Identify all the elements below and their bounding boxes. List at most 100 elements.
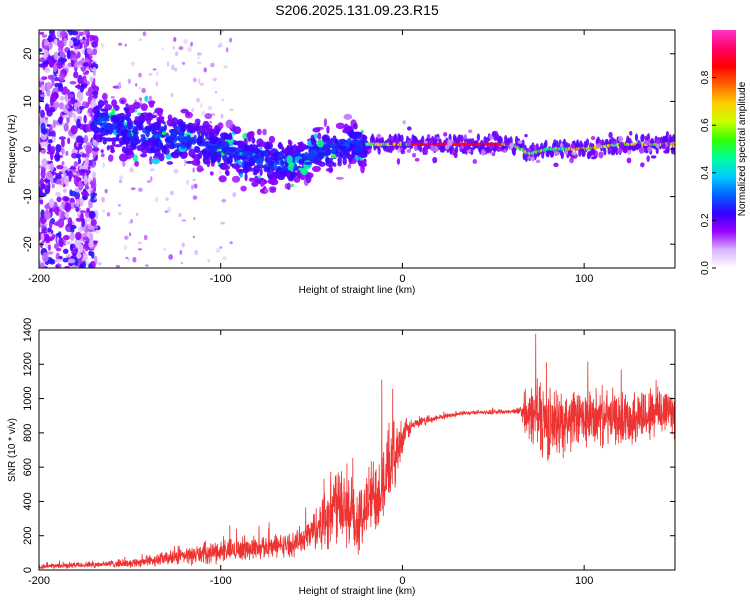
spectral-blob: [57, 218, 65, 229]
spectral-blob: [58, 237, 64, 248]
spectral-blob: [353, 140, 362, 145]
spectral-blob: [222, 256, 227, 261]
spectral-blob: [617, 136, 624, 143]
spectral-blob: [178, 46, 184, 51]
spectral-blob: [192, 167, 195, 173]
spectral-blob: [140, 103, 148, 112]
spectral-blob: [111, 99, 118, 107]
spectral-blob: [259, 146, 263, 150]
spectral-blob: [56, 164, 64, 170]
spectral-blob: [55, 179, 62, 185]
spectral-blob: [244, 172, 248, 182]
spectral-blob: [39, 57, 46, 63]
spectral-blob: [83, 79, 87, 83]
spectral-blob: [134, 99, 137, 102]
spectral-blob: [219, 142, 225, 150]
spectral-blob: [56, 61, 63, 70]
spectral-blob: [39, 190, 44, 197]
spectral-blob: [411, 140, 417, 144]
spectral-blob: [157, 110, 163, 117]
spectral-blob: [593, 153, 598, 158]
spectral-blob: [585, 138, 590, 147]
spectral-blob: [196, 165, 203, 173]
spectral-blob: [229, 108, 234, 111]
spectral-blob: [49, 60, 54, 68]
spectral-blob: [64, 202, 72, 213]
spectral-blob: [277, 175, 285, 181]
spectral-blob: [79, 106, 85, 110]
spectral-blob: [174, 67, 178, 72]
spectral-blob: [443, 132, 448, 137]
spectral-blob: [50, 145, 56, 155]
spectral-blob: [627, 149, 632, 155]
spectral-blob: [164, 210, 169, 213]
spectral-blob: [347, 163, 352, 169]
spectral-blob: [124, 150, 134, 155]
spectral-blob: [402, 120, 406, 125]
spectral-blob: [544, 139, 548, 148]
spectral-blob: [85, 142, 94, 146]
spectral-blob: [491, 152, 496, 157]
spectral-blob: [419, 144, 423, 153]
spectral-blob: [90, 98, 97, 109]
spectral-blob: [83, 144, 87, 149]
spectral-blob: [127, 78, 131, 84]
spectral-blob: [150, 114, 158, 119]
spectral-blob: [82, 101, 87, 107]
spectral-blob: [137, 241, 142, 244]
spectral-blob: [495, 146, 502, 152]
spectral-blob: [485, 146, 490, 152]
spectral-blob: [264, 157, 269, 163]
spectral-blob: [58, 136, 66, 141]
spectral-blob: [311, 165, 321, 173]
snr-frame: [38, 329, 676, 571]
x-tick-label: -100: [210, 575, 232, 587]
spectral-blob: [144, 264, 149, 267]
spectral-blob: [74, 84, 82, 89]
spectral-blob: [66, 49, 71, 60]
spectral-blob: [361, 147, 365, 151]
spectral-blob: [629, 130, 633, 136]
spectral-blob: [222, 154, 228, 161]
colorbar-label: Normalized spectral amplitude: [737, 81, 748, 216]
spectral-blob: [650, 155, 657, 159]
spectral-blob: [251, 137, 256, 144]
spectral-blob: [138, 126, 143, 131]
spectral-blob: [598, 151, 604, 159]
spectral-blob: [77, 243, 84, 254]
spectral-blob: [569, 157, 574, 164]
spectral-blob: [165, 136, 174, 143]
spectral-blob: [132, 143, 136, 149]
spectral-blob: [426, 134, 431, 139]
spectral-blob: [262, 128, 267, 136]
spectral-blob: [180, 262, 184, 265]
spectral-blob: [290, 183, 295, 188]
spectral-blob: [85, 143, 93, 154]
spectral-blob: [47, 34, 53, 43]
spectral-blob: [128, 232, 132, 237]
spectral-blob: [93, 225, 99, 229]
spectral-blob: [107, 154, 114, 162]
spectral-blob: [75, 198, 80, 206]
spectral-blob: [647, 146, 653, 152]
spectral-blob: [113, 122, 117, 127]
spectral-blob: [421, 135, 425, 144]
spectral-blob: [215, 128, 220, 134]
spectral-blob: [234, 164, 242, 169]
spectral-blob: [414, 157, 420, 162]
spectral-blob: [150, 176, 153, 182]
spectral-blob: [146, 116, 152, 125]
spectral-blob: [130, 135, 138, 145]
spectral-blob: [413, 144, 418, 151]
spectral-blob: [216, 144, 221, 150]
spectral-blob: [232, 192, 237, 198]
spectral-blob: [626, 157, 632, 164]
spectral-blob: [394, 144, 398, 149]
spectral-blob: [97, 117, 106, 121]
spectral-blob: [400, 134, 404, 143]
spectral-blob: [73, 162, 79, 167]
spectral-blob: [348, 153, 353, 163]
spectral-blob: [180, 108, 189, 114]
spectral-blob: [165, 153, 172, 160]
spectral-blob: [277, 141, 283, 150]
